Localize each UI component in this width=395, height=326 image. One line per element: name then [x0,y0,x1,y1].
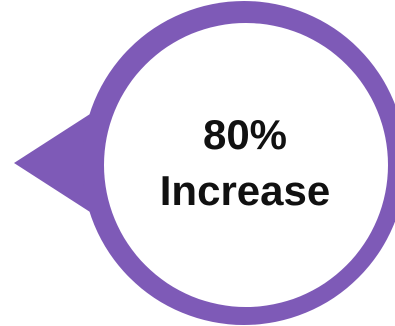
badge-value: 80% [202,111,288,158]
badge-caption: Increase [159,167,331,214]
inner-disc [104,23,388,307]
badge-label: 80% Increase [110,75,380,251]
